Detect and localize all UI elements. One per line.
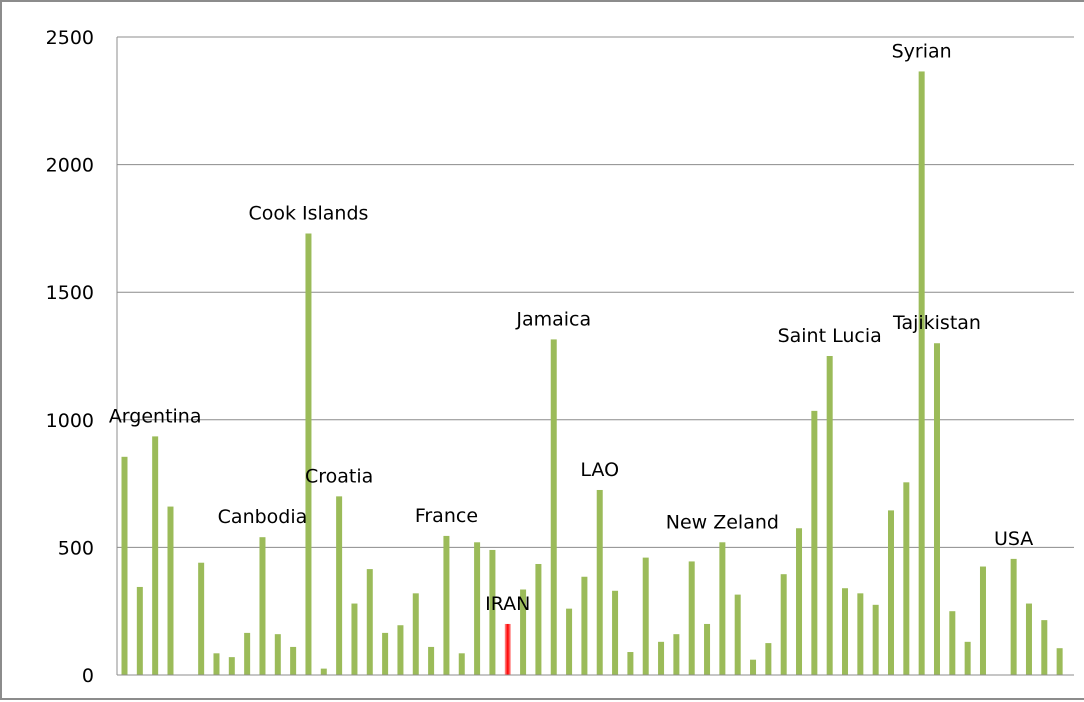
bar-49 xyxy=(872,604,879,675)
bar-14 xyxy=(336,496,343,675)
bar-0 xyxy=(121,456,128,675)
bar-44 xyxy=(796,528,803,675)
annotation-canbodia: Canbodia xyxy=(218,506,308,528)
bar-33 xyxy=(627,652,634,675)
axes xyxy=(116,37,1074,676)
annotation-argentina: Argentina xyxy=(109,405,202,427)
bar-12 xyxy=(305,233,312,675)
bar-56 xyxy=(979,566,986,675)
y-tick-label-1000: 1000 xyxy=(46,410,94,432)
annotation-jamaica: Jamaica xyxy=(515,308,591,330)
bar-19 xyxy=(412,593,419,675)
bar-2 xyxy=(152,436,159,675)
annotation-new-zeland: New Zeland xyxy=(666,511,779,533)
y-axis-tick-labels: 0 500 1000 1500 2000 2500 xyxy=(46,27,94,687)
bar-20 xyxy=(428,646,435,675)
bar-40 xyxy=(734,594,741,675)
annotation-france: France xyxy=(415,505,478,527)
bar-22 xyxy=(458,653,465,675)
annotation-tajikistan: Tajikistan xyxy=(892,312,981,334)
bar-10 xyxy=(274,634,281,675)
y-tick-label-500: 500 xyxy=(58,537,94,559)
annotation-syrian: Syrian xyxy=(892,40,952,62)
y-tick-label-0: 0 xyxy=(82,665,94,687)
bar-41 xyxy=(750,659,757,675)
bar-23 xyxy=(474,542,481,675)
bar-48 xyxy=(857,593,864,675)
bar-21 xyxy=(443,535,450,675)
bar-30 xyxy=(581,576,588,675)
bar-3 xyxy=(167,506,174,675)
bar-16 xyxy=(366,569,373,675)
bar-34 xyxy=(642,557,649,675)
bar-6 xyxy=(213,653,220,675)
bar-43 xyxy=(780,574,787,675)
bar-54 xyxy=(949,611,956,675)
annotation-usa: USA xyxy=(994,528,1033,550)
gridlines xyxy=(117,36,1074,548)
bar-11 xyxy=(290,646,297,675)
bar-32 xyxy=(612,590,619,675)
bar-26 xyxy=(520,589,527,675)
bar-18 xyxy=(397,625,404,675)
bar-13 xyxy=(320,668,327,675)
bar-39 xyxy=(719,542,726,675)
bar-1 xyxy=(136,586,143,675)
bar-60 xyxy=(1041,620,1048,675)
y-tick-label-2000: 2000 xyxy=(46,155,94,177)
bar-50 xyxy=(888,510,894,675)
bar-58 xyxy=(1010,558,1017,675)
bar-53 xyxy=(933,343,940,675)
bar-annotations: Argentina Canbodia Cook Islands Croatia Fran… xyxy=(109,40,1033,615)
annotation-lao: LAO xyxy=(580,459,619,481)
bar-52 xyxy=(918,71,925,675)
bar-38 xyxy=(704,623,711,675)
bar-24 xyxy=(489,549,496,675)
bar-15 xyxy=(351,603,358,675)
bar-9 xyxy=(259,537,266,675)
bar-highlight xyxy=(504,623,511,675)
y-tick-label-2500: 2500 xyxy=(46,27,94,49)
bar-46 xyxy=(826,356,833,675)
bar-42 xyxy=(765,643,772,675)
y-tick-label-1500: 1500 xyxy=(46,282,94,304)
bar-37 xyxy=(688,561,695,675)
bar-31 xyxy=(596,489,603,675)
bar-28 xyxy=(550,339,557,675)
bar-55 xyxy=(964,641,971,675)
bar-47 xyxy=(842,588,849,675)
bar-51 xyxy=(903,482,910,675)
bar-29 xyxy=(566,608,573,675)
annotation-cook-islands: Cook Islands xyxy=(248,203,368,225)
bar-7 xyxy=(228,657,235,675)
bar-59 xyxy=(1025,603,1032,675)
bar-35 xyxy=(658,641,665,675)
bar-5 xyxy=(198,562,205,675)
annotation-croatia: Croatia xyxy=(305,465,373,487)
annotation-iran: IRAN xyxy=(485,593,530,615)
bar-45 xyxy=(811,410,818,675)
bar-8 xyxy=(244,632,251,675)
bar-61 xyxy=(1056,648,1063,675)
bar-36 xyxy=(673,634,680,675)
annotation-saint-lucia: Saint Lucia xyxy=(778,325,882,347)
bar-17 xyxy=(382,632,389,675)
bars xyxy=(121,71,1063,675)
bar-27 xyxy=(535,563,542,675)
